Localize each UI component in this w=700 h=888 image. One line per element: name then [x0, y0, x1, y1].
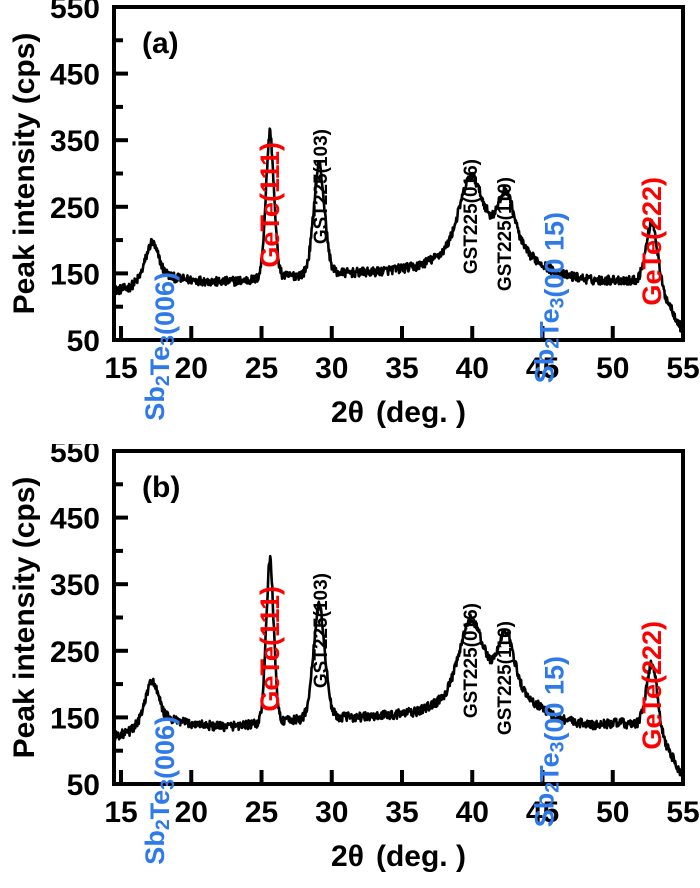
y-axis-title: Peak intensity (cps) — [8, 33, 41, 315]
peak-label-gst225-103: GST225(103) — [311, 129, 332, 244]
panel-a-plot: 50 150 250 350 450 550 15 20 25 30 35 40 45 50 55 2θ (de… — [8, 0, 700, 429]
x-axis-title: 2θ (deg. ) — [331, 396, 466, 429]
x-tick-label: 15 — [104, 796, 137, 829]
peak-label-gst225-110: GST225(110) — [495, 177, 516, 291]
peak-label-sb2te3-006: Sb2Te3(006) — [140, 272, 180, 421]
y-tick-label: 250 — [50, 636, 100, 669]
y-tick-label: 50 — [67, 325, 100, 358]
x-tick-label: 30 — [315, 796, 348, 829]
x-tick-label: 25 — [245, 352, 278, 385]
y-tick-label: 550 — [50, 0, 100, 25]
y-tick-label: 250 — [50, 192, 100, 225]
x-tick-label: 45 — [526, 352, 559, 385]
peak-label-gete-222: GeTe(222) — [637, 621, 667, 750]
x-tick-label: 40 — [456, 796, 489, 829]
x-tick-label: 40 — [456, 352, 489, 385]
plot-frame — [112, 5, 685, 342]
x-tick-label: 20 — [175, 352, 208, 385]
panel-b-plot: 50 150 250 350 450 550 15 20 25 30 35 40 45 50 55 2θ (de… — [8, 444, 700, 873]
x-tick-label: 45 — [526, 796, 559, 829]
y-tick-label: 150 — [50, 702, 100, 735]
x-axis-title: 2θ (deg. ) — [331, 840, 466, 873]
x-tick-label: 55 — [666, 796, 699, 829]
peak-label-gst225-103: GST225(103) — [311, 573, 332, 688]
xrd-panel-a: 50 150 250 350 450 550 15 20 25 30 35 40 45 50 55 2θ (de… — [8, 0, 700, 429]
xrd-trace — [116, 554, 681, 777]
peak-label-gst225-016: GST225(016) — [461, 159, 482, 274]
peak-label-gete-111: GeTe(111) — [255, 142, 285, 268]
y-tick-label: 350 — [50, 569, 100, 602]
x-tick-label: 55 — [666, 352, 699, 385]
x-tick-label: 25 — [245, 796, 278, 829]
y-axis-title: Peak intensity (cps) — [8, 477, 41, 759]
x-tick-label: 20 — [175, 796, 208, 829]
peak-label-gete-222: GeTe(222) — [637, 177, 667, 306]
y-tick-label: 150 — [50, 258, 100, 291]
xrd-panel-b: 50 150 250 350 450 550 15 20 25 30 35 40 45 50 55 2θ (de… — [0, 444, 700, 888]
peak-label-gst225-110: GST225(110) — [495, 621, 516, 735]
x-tick-label: 35 — [385, 796, 418, 829]
y-tick-label: 450 — [50, 59, 100, 92]
y-tick-label: 450 — [50, 503, 100, 536]
panel-tag: (a) — [142, 27, 179, 60]
panel-tag: (b) — [142, 471, 180, 504]
x-tick-label: 35 — [385, 352, 418, 385]
x-tick-label: 15 — [104, 352, 137, 385]
xrd-trace — [116, 127, 681, 333]
x-tick-label: 50 — [596, 352, 629, 385]
plot-frame — [112, 449, 685, 786]
peak-label-sb2te3-0015: Sb2Te3(00 15) — [530, 656, 570, 827]
peak-label-gst225-016: GST225(016) — [461, 603, 482, 718]
y-tick-label: 550 — [50, 444, 100, 469]
peak-label-sb2te3-006: Sb2Te3(006) — [140, 716, 180, 865]
y-tick-label: 50 — [67, 769, 100, 802]
x-tick-label: 50 — [596, 796, 629, 829]
peak-label-sb2te3-0015: Sb2Te3(00 15) — [530, 212, 570, 383]
peak-label-gete-111: GeTe(111) — [255, 586, 285, 712]
x-tick-label: 30 — [315, 352, 348, 385]
y-tick-label: 350 — [50, 125, 100, 158]
